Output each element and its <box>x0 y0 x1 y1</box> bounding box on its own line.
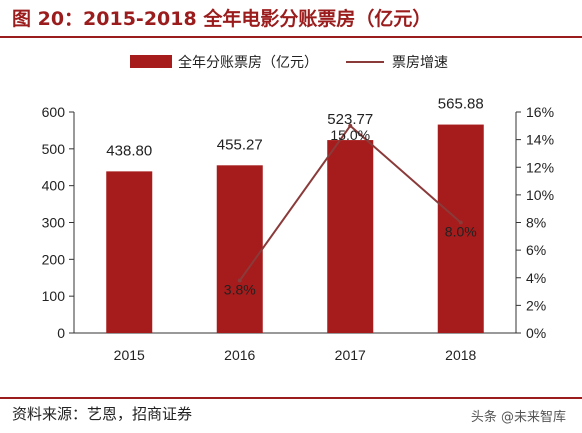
growth-point <box>237 278 242 283</box>
source-note: 资料来源：艺恩，招商证券 <box>12 405 193 423</box>
title-divider <box>0 36 582 38</box>
growth-point <box>458 220 463 225</box>
bar-value-label: 438.80 <box>106 142 152 159</box>
y-right-tick-label: 14% <box>526 132 554 148</box>
growth-value-label: 3.8% <box>224 282 256 298</box>
y-left-tick-label: 100 <box>42 288 66 304</box>
x-tick-label: 2018 <box>445 347 476 363</box>
y-left-tick-label: 0 <box>57 325 65 341</box>
growth-value-label: 15.0% <box>330 127 370 143</box>
footer-divider <box>0 397 582 399</box>
y-left-tick-label: 300 <box>42 215 66 231</box>
bar <box>216 165 263 333</box>
y-right-tick-label: 6% <box>526 242 546 258</box>
y-right-tick-label: 2% <box>526 297 546 313</box>
figure-title: 图 20：2015-2018 全年电影分账票房（亿元） <box>12 8 432 30</box>
y-left-tick-label: 200 <box>42 251 66 267</box>
growth-point <box>348 123 353 128</box>
y-left-tick-label: 400 <box>42 178 66 194</box>
x-tick-label: 2017 <box>335 347 366 363</box>
watermark: 头条 @未来智库 <box>470 410 566 425</box>
y-right-tick-label: 12% <box>526 159 554 175</box>
line-series <box>237 123 463 283</box>
x-tick-label: 2015 <box>114 347 145 363</box>
y-right-tick-label: 10% <box>526 187 554 203</box>
bar-value-label: 523.77 <box>327 111 373 128</box>
legend-swatch-bars <box>130 55 172 68</box>
y-right-tick-label: 8% <box>526 215 546 231</box>
legend: 全年分账票房（亿元） 票房增速 <box>130 54 448 70</box>
y-left-tick-label: 600 <box>42 104 66 120</box>
bar-value-label: 565.88 <box>438 96 484 113</box>
data-labels: 438.80 455.27 523.77 565.88 3.8% 15.0% 8.0% <box>106 96 483 298</box>
bar <box>437 124 484 333</box>
y-right-tick-label: 0% <box>526 325 546 341</box>
legend-label-bars: 全年分账票房（亿元） <box>178 54 318 70</box>
bar-series <box>106 124 484 333</box>
growth-value-label: 8.0% <box>445 224 477 240</box>
bar <box>106 171 153 333</box>
y-right-tick-label: 4% <box>526 270 546 286</box>
bar-value-label: 455.27 <box>217 136 263 153</box>
bar <box>327 140 374 333</box>
y-right-tick-label: 16% <box>526 104 554 120</box>
legend-label-line: 票房增速 <box>392 54 448 70</box>
y-left-tick-label: 500 <box>42 141 66 157</box>
x-tick-label: 2016 <box>224 347 255 363</box>
